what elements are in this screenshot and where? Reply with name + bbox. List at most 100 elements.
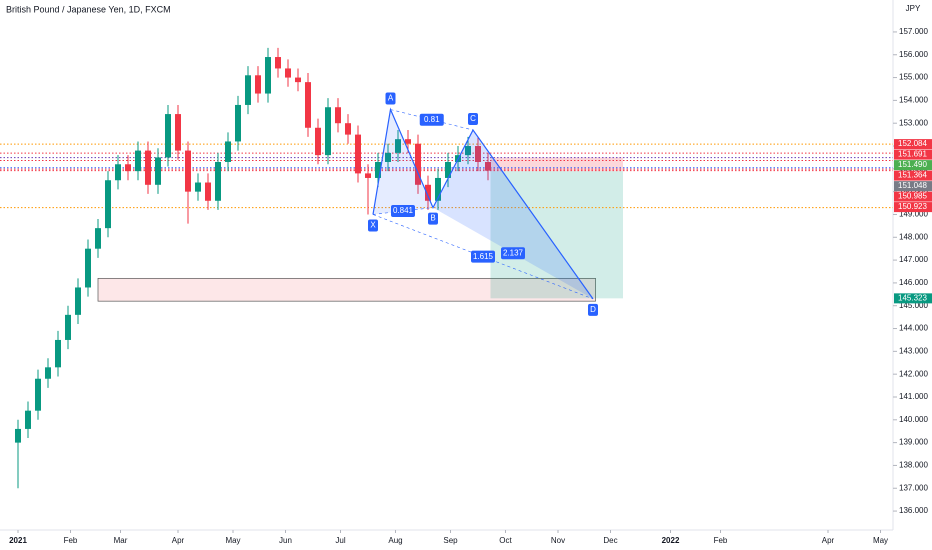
price-tag-label: 151.691 [898,150,927,159]
x-tick-label: Mar [114,536,128,545]
candle-body [275,57,281,69]
candle-body [355,134,361,174]
currency: JPY [906,4,921,13]
candle-body [405,139,411,144]
x-tick-label: 2022 [662,536,680,545]
x-tick-label: Jun [279,536,292,545]
candle-body [205,182,211,201]
x-tick-label: Sep [443,536,458,545]
candle-body [75,287,81,315]
x-tick-label: May [225,536,240,545]
ratio-badge [471,250,495,263]
ratio-label: 1.615 [473,252,494,261]
candle-body [255,75,261,94]
y-tick-label: 137.000 [899,483,928,492]
candle-body [465,146,471,156]
x-tick-label: May [873,536,888,545]
candle-body [15,428,21,443]
candle-body [25,410,31,429]
point-label: X [370,221,376,230]
target-box [490,171,623,299]
ratio-badge [419,113,444,126]
demand-zone [97,277,596,302]
chart-title: British Pound / Japanese Yen, 1D, FXCM [6,4,171,14]
price-tag [894,139,932,150]
price-tag [894,181,932,192]
candle-body [415,143,421,185]
x-tick-label: Apr [822,536,835,545]
price-tag [894,202,932,213]
price-tag-label: 151.364 [898,171,927,180]
ratio-label: 0.841 [393,206,414,215]
candle-body [175,114,181,151]
y-tick-label: 149.000 [899,210,928,219]
y-tick-label: 148.000 [899,232,928,241]
point-label: C [470,114,476,123]
candle-body [265,57,271,94]
candle-body [195,182,201,192]
candle-body [115,164,121,181]
y-tick-label: 147.000 [899,255,928,264]
y-tick-label: 143.000 [899,346,928,355]
price-tag [894,170,932,181]
candle-body [225,141,231,162]
candle-body [105,180,111,229]
candle-body [235,104,241,142]
price-tag-label: 151.048 [898,181,927,190]
candle-body [135,150,141,172]
ratio-badge [391,205,415,218]
y-tick-label: 138.000 [899,461,928,470]
price-tag-label: 150.985 [898,192,927,201]
price-tag [894,160,932,171]
y-tick-label: 142.000 [899,369,928,378]
candle-body [375,161,381,178]
candle-body [185,150,191,192]
x-tick-label: Feb [64,536,78,545]
x-tick-label: Dec [603,536,617,545]
price-tag [894,149,932,160]
candle-body [485,161,491,171]
y-tick-label: 155.000 [899,73,928,82]
candle-body [55,339,61,368]
price-tag-label: 152.084 [898,139,927,148]
candle-body [325,107,331,156]
candle-body [285,68,291,78]
candle-body [335,107,341,124]
y-tick-label: 140.000 [899,415,928,424]
y-tick-label: 157.000 [899,27,928,36]
y-tick-label: 139.000 [899,438,928,447]
candle-body [215,161,221,201]
y-tick-label: 153.000 [899,118,928,127]
candle-body [315,127,321,156]
price-tag-label: 150.923 [898,202,927,211]
candle-body [155,157,161,185]
y-tick-label: 144.000 [899,324,928,333]
x-tick-label: Oct [499,536,512,545]
candle-body [385,152,391,162]
price-tag-label: 151.490 [898,160,927,169]
candle-body [85,248,91,288]
y-tick-label: 146.000 [899,278,928,287]
ratio-badge [501,247,525,260]
point-badge [428,212,438,225]
point-badge [588,303,598,316]
y-tick-label: 141.000 [899,392,928,401]
x-tick-label: Aug [388,536,402,545]
candle-body [245,75,251,105]
point-label: B [430,214,435,223]
candle-body [125,164,131,172]
candle-body [35,378,41,411]
x-tick-label: Nov [551,536,565,545]
stop-box [490,157,623,172]
point-badge [468,113,478,126]
candle-body [145,150,151,185]
price-tag-label: 145.323 [898,293,927,302]
candle-body [395,139,401,153]
ratio-label: 2.137 [503,248,524,257]
candle-body [65,314,71,340]
point-label: A [388,94,394,103]
candle-body [305,82,311,128]
candle-body [435,177,441,201]
